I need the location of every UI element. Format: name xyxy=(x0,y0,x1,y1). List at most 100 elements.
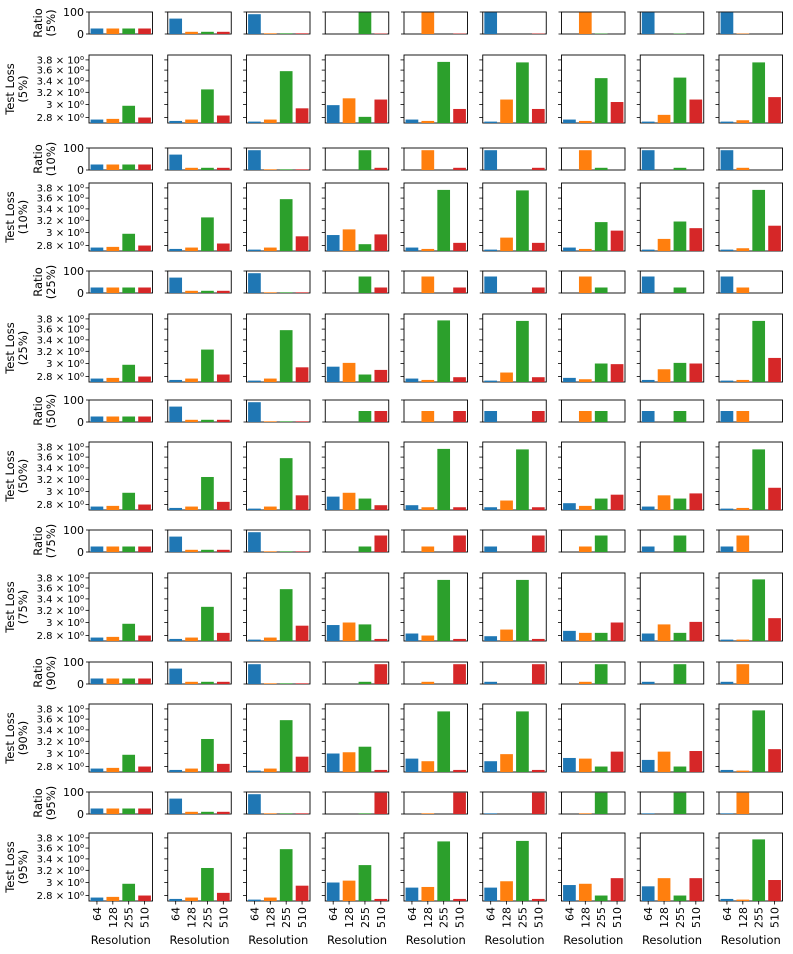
loss-bar xyxy=(248,639,261,641)
loss-bar xyxy=(657,114,671,123)
ratio-panel xyxy=(88,11,153,35)
loss-bar xyxy=(326,366,340,382)
ratio-bar xyxy=(169,277,183,293)
x-axis-label: Resolution xyxy=(248,933,308,947)
x-tick-label: 64 xyxy=(563,907,576,921)
ratio-bar xyxy=(201,681,214,684)
loss-tick-label: 3.6 × 10⁰ xyxy=(37,584,84,595)
loss-bar xyxy=(752,579,766,641)
ratio-panel xyxy=(403,399,468,423)
ratio-bar xyxy=(421,813,435,814)
loss-bar xyxy=(657,369,671,382)
loss-bar xyxy=(201,217,214,251)
x-tick-label: 255 xyxy=(753,907,766,928)
ratio-bar xyxy=(248,273,261,293)
ratio-bar xyxy=(358,276,372,293)
loss-bar xyxy=(736,120,750,123)
loss-bar xyxy=(689,363,703,382)
ratio-bar xyxy=(90,287,104,293)
loss-panel xyxy=(639,441,705,511)
loss-bar xyxy=(768,225,781,251)
ratio-panel xyxy=(167,399,232,423)
loss-bar xyxy=(279,720,293,772)
loss-bar xyxy=(736,770,750,772)
ratio-bar xyxy=(216,811,230,814)
ratio-bar xyxy=(295,551,309,552)
loss-bar xyxy=(578,379,592,382)
loss-panel xyxy=(561,313,626,383)
loss-bar xyxy=(374,99,388,123)
loss-bar xyxy=(216,115,230,123)
ratio-bar xyxy=(201,167,214,170)
loss-bar xyxy=(689,228,703,251)
loss-bar xyxy=(169,248,183,251)
loss-panel xyxy=(246,54,311,124)
loss-bar xyxy=(342,362,356,382)
loss-tick-label: 3.2 × 10⁰ xyxy=(37,475,84,486)
loss-bar xyxy=(594,632,608,641)
ratio-bar xyxy=(421,150,435,170)
ratio-bar xyxy=(201,811,214,814)
ratio-bar xyxy=(106,28,120,34)
loss-row-label: Test Loss xyxy=(3,712,17,765)
loss-panel xyxy=(718,703,783,773)
ratio-bar xyxy=(248,794,261,814)
ratio-bar xyxy=(736,287,750,293)
loss-bar xyxy=(342,229,356,251)
loss-bar xyxy=(374,638,388,641)
loss-bar xyxy=(122,233,136,251)
x-axis-label: Resolution xyxy=(484,933,544,947)
loss-panel xyxy=(718,313,783,383)
loss-bar xyxy=(421,379,435,382)
ratio-bar xyxy=(673,167,687,170)
loss-bar xyxy=(736,248,750,251)
loss-panel xyxy=(88,313,153,383)
loss-bar xyxy=(295,367,309,382)
loss-tick-label: 2.8 × 10⁰ xyxy=(37,891,84,902)
x-tick-label: 510 xyxy=(690,907,703,928)
ratio-bar xyxy=(185,549,198,552)
loss-bar xyxy=(531,769,545,772)
x-tick-label: 64 xyxy=(642,907,655,921)
loss-bar xyxy=(531,242,545,251)
loss-bar xyxy=(248,380,261,382)
ratio-bar xyxy=(421,276,435,293)
loss-bar xyxy=(752,839,766,901)
ratio-bar xyxy=(90,28,104,34)
ratio-bar xyxy=(90,678,104,684)
ratio-bar xyxy=(720,150,734,170)
loss-bar xyxy=(641,379,655,382)
loss-tick-label: 3 × 10⁰ xyxy=(46,749,84,760)
ratio-panel xyxy=(639,11,705,35)
loss-bar xyxy=(610,230,624,251)
ratio-bar xyxy=(594,411,608,422)
x-tick-label: 255 xyxy=(674,907,687,928)
loss-bar xyxy=(736,379,750,382)
x-axis-label: Resolution xyxy=(91,933,151,947)
loss-bar xyxy=(295,756,309,772)
loss-tick-label: 3.6 × 10⁰ xyxy=(37,66,84,77)
loss-panel xyxy=(246,313,311,383)
loss-bar xyxy=(453,898,466,901)
loss-bar xyxy=(185,119,198,123)
loss-bar xyxy=(594,363,608,382)
ratio-panel xyxy=(639,399,705,423)
loss-bar xyxy=(673,766,687,772)
loss-row-label-pct: (50%) xyxy=(16,459,30,494)
loss-bar xyxy=(736,639,750,641)
loss-bar xyxy=(563,119,576,123)
ratio-bar xyxy=(169,154,183,170)
ratio-bar xyxy=(295,683,309,684)
loss-bar xyxy=(768,97,781,123)
loss-bar xyxy=(516,579,529,641)
ratio-bar xyxy=(374,792,388,814)
loss-bar xyxy=(641,249,655,251)
loss-bar xyxy=(736,507,750,510)
x-tick-label: 128 xyxy=(501,907,514,928)
x-tick-label: 128 xyxy=(579,907,592,928)
loss-bar xyxy=(657,751,671,772)
ratio-panel xyxy=(403,529,468,553)
ratio-panel xyxy=(561,399,626,423)
loss-bar xyxy=(516,190,529,251)
loss-bar xyxy=(689,99,703,123)
